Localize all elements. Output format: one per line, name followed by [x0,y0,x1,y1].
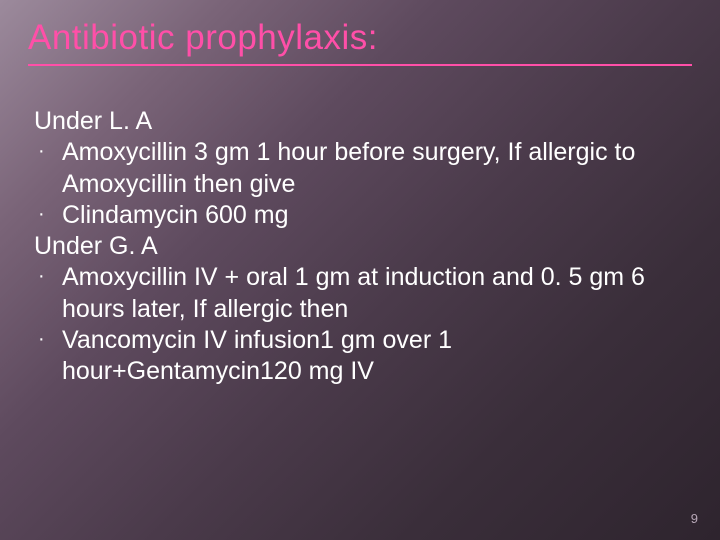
section-heading-ga: Under G. A [34,231,692,262]
bullet-text: Amoxycillin 3 gm 1 hour before surgery, … [62,137,692,200]
slide: Antibiotic prophylaxis: Under L. A · Amo… [0,0,720,540]
bullet-icon: · [34,325,62,354]
title-underline [28,64,692,66]
bullet-icon: · [34,200,62,229]
bullet-icon: · [34,262,62,291]
bullet-text: Vancomycin IV infusion1 gm over 1 hour+G… [62,325,692,388]
section-heading-la: Under L. A [34,106,692,137]
bullet-item: · Amoxycillin 3 gm 1 hour before surgery… [34,137,692,200]
bullet-text: Clindamycin 600 mg [62,200,692,231]
bullet-item: · Clindamycin 600 mg [34,200,692,231]
bullet-item: · Amoxycillin IV + oral 1 gm at inductio… [34,262,692,325]
slide-title: Antibiotic prophylaxis: [28,18,692,58]
slide-body: Under L. A · Amoxycillin 3 gm 1 hour bef… [28,106,692,387]
bullet-item: · Vancomycin IV infusion1 gm over 1 hour… [34,325,692,388]
bullet-text: Amoxycillin IV + oral 1 gm at induction … [62,262,692,325]
page-number: 9 [691,511,698,526]
bullet-icon: · [34,137,62,166]
